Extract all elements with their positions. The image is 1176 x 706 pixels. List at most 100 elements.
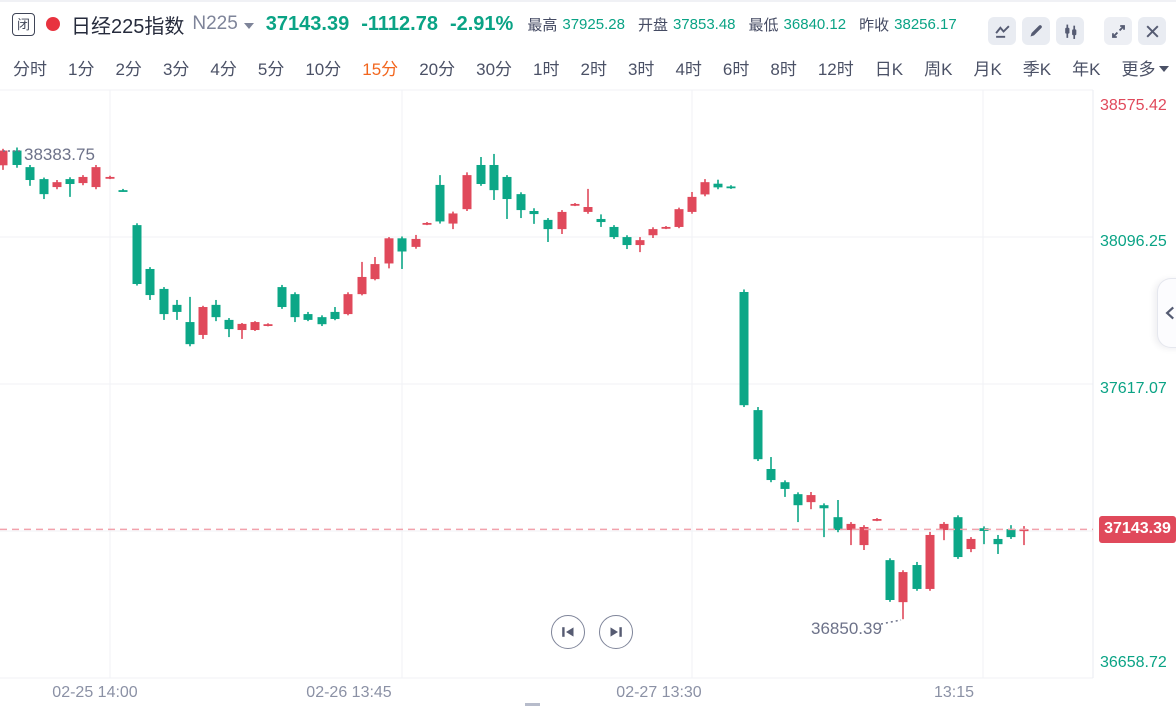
- collapse-panel-tab[interactable]: [1157, 278, 1176, 348]
- candle-body: [793, 494, 803, 506]
- tab-季K[interactable]: 季K: [1022, 59, 1052, 79]
- candle-body: [145, 268, 155, 296]
- x-axis-label: 13:15: [933, 684, 975, 701]
- last-price: 37143.39: [265, 12, 350, 35]
- skip-to-end-button[interactable]: [599, 615, 633, 649]
- candle-body: [609, 226, 619, 238]
- candle-body: [370, 264, 380, 280]
- pencil-icon[interactable]: [1022, 17, 1050, 45]
- candle-body: [65, 179, 75, 185]
- candle-body: [52, 182, 62, 188]
- candle-body: [859, 526, 869, 546]
- tab-20分[interactable]: 20分: [419, 59, 456, 79]
- candle-body: [819, 505, 829, 509]
- candle-body: [780, 482, 790, 489]
- tab-12时[interactable]: 12时: [817, 59, 854, 79]
- candle-body: [966, 538, 976, 550]
- candle-body: [330, 311, 340, 319]
- candle-body: [185, 322, 195, 345]
- tab-8时[interactable]: 8时: [770, 59, 797, 79]
- candle-body: [224, 319, 234, 330]
- price-change: -1112.78: [361, 12, 438, 35]
- candle-body: [78, 176, 88, 184]
- x-axis-label: 02-25 14:00: [52, 684, 138, 701]
- candle-body: [1019, 529, 1029, 532]
- tab-周K[interactable]: 周K: [924, 59, 953, 79]
- stat-value: 37853.48: [672, 15, 736, 33]
- tab-30分[interactable]: 30分: [476, 59, 513, 79]
- candle-body: [384, 238, 394, 264]
- tab-2分[interactable]: 2分: [115, 59, 142, 79]
- status-dot-icon: [46, 17, 60, 31]
- candle-body: [766, 469, 776, 481]
- tab-3时[interactable]: 3时: [627, 59, 655, 79]
- expand-icon[interactable]: [1104, 17, 1132, 45]
- candle-body: [448, 213, 458, 224]
- stat-label: 最低: [748, 16, 779, 34]
- tab-年K[interactable]: 年K: [1072, 59, 1101, 79]
- candle-body: [806, 495, 816, 503]
- indicator-icon[interactable]: [988, 17, 1016, 45]
- chevron-down-icon: [1159, 65, 1170, 72]
- skip-to-start-button[interactable]: [551, 615, 585, 649]
- candle-body: [277, 287, 287, 308]
- y-axis-label: 36658.72: [1100, 654, 1167, 671]
- candle-body: [476, 164, 486, 185]
- stat-value: 36840.12: [783, 15, 847, 33]
- candle-body: [118, 190, 128, 192]
- x-axis-label: 02-27 13:30: [616, 684, 702, 701]
- stat-label: 昨收: [859, 16, 890, 34]
- candlestick-style-icon[interactable]: [1056, 17, 1084, 45]
- candle-body: [753, 410, 763, 460]
- tab-1分[interactable]: 1分: [68, 59, 95, 79]
- candle-body: [317, 317, 327, 325]
- stat-pair: 最低 36840.12: [749, 14, 847, 35]
- candle-body: [939, 523, 949, 531]
- tab-5分[interactable]: 5分: [257, 59, 285, 79]
- candle-body: [435, 184, 445, 222]
- tab-月K[interactable]: 月K: [973, 59, 1002, 79]
- header-toolbar: [988, 17, 1172, 45]
- tab-4分[interactable]: 4分: [210, 59, 237, 79]
- tab-10分[interactable]: 10分: [305, 59, 342, 79]
- y-axis-label: 38575.42: [1100, 97, 1167, 114]
- candle-body: [925, 534, 935, 589]
- candle-body: [198, 307, 208, 335]
- tab-15分[interactable]: 15分: [362, 59, 399, 79]
- close-icon[interactable]: [1138, 17, 1166, 45]
- chart-area[interactable]: 38383.75 36850.39 37143.39 38575.42 38096.…: [0, 87, 1176, 706]
- tab-日K[interactable]: 日K: [874, 59, 904, 79]
- candle-body: [872, 519, 882, 521]
- candle-body: [739, 291, 749, 406]
- chevron-down-icon[interactable]: [243, 23, 254, 29]
- session-stats: 最高 37925.28 开盘 37853.48 最低 36840.12 昨收 38256.17: [527, 14, 969, 35]
- candle-body: [516, 194, 526, 211]
- candlestick-chart[interactable]: 38383.75 36850.39: [0, 87, 1176, 683]
- axis-handle[interactable]: [525, 703, 540, 706]
- candle-body: [489, 164, 499, 191]
- tab-4时[interactable]: 4时: [675, 59, 702, 79]
- y-axis-label: 38096.25: [1100, 232, 1167, 250]
- candle-body: [0, 150, 8, 166]
- candle-body: [583, 207, 593, 212]
- tab-1时[interactable]: 1时: [533, 59, 560, 79]
- candle-body: [993, 538, 1003, 545]
- candle-body: [557, 211, 567, 230]
- candle-body: [159, 288, 169, 315]
- candle-body: [172, 304, 182, 312]
- candle-body: [411, 238, 421, 247]
- candle-body: [263, 324, 273, 327]
- candle-body: [237, 323, 247, 331]
- tab-2时[interactable]: 2时: [580, 59, 607, 79]
- tab-6时[interactable]: 6时: [722, 59, 750, 79]
- x-axis-label: 02-26 13:45: [306, 684, 392, 701]
- stat-label: 最高: [527, 16, 558, 34]
- tab-分时[interactable]: 分时: [13, 59, 47, 79]
- tab-3分[interactable]: 3分: [162, 59, 190, 79]
- candle-body: [343, 294, 353, 315]
- instrument-title: 日经225指数: [71, 15, 185, 38]
- candle-body: [700, 182, 710, 195]
- tab-更多[interactable]: 更多: [1121, 55, 1170, 80]
- candle-body: [846, 523, 856, 531]
- price-change-percent: -2.91%: [449, 12, 514, 35]
